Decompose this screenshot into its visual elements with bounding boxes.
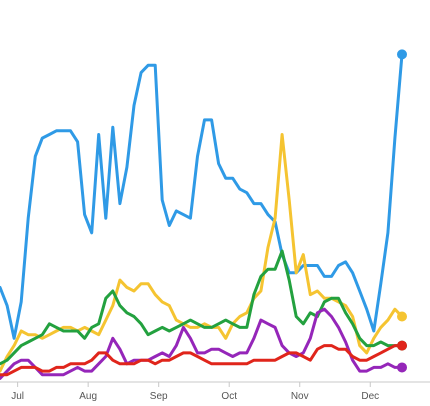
x-tick-label: Jul bbox=[11, 391, 24, 402]
x-tick-label: Sep bbox=[150, 391, 168, 402]
x-tick-label: Nov bbox=[291, 391, 309, 402]
series-end-point-5 bbox=[397, 340, 407, 351]
x-tick-label: Oct bbox=[221, 391, 237, 402]
x-axis-ticks: Jul Aug Sep Oct Nov Dec bbox=[11, 382, 379, 402]
series-line-5 bbox=[0, 344, 404, 377]
series-end-point-2 bbox=[397, 311, 407, 322]
series-end-point-4 bbox=[397, 362, 407, 373]
x-tick-label: Aug bbox=[79, 391, 97, 402]
series-end-points bbox=[397, 49, 407, 373]
series-line-3 bbox=[0, 249, 404, 366]
series-line-1 bbox=[0, 52, 404, 340]
series-lines bbox=[0, 52, 404, 380]
series-end-point-1 bbox=[397, 49, 407, 60]
x-tick-label: Dec bbox=[361, 391, 379, 402]
series-line-4 bbox=[0, 307, 404, 380]
